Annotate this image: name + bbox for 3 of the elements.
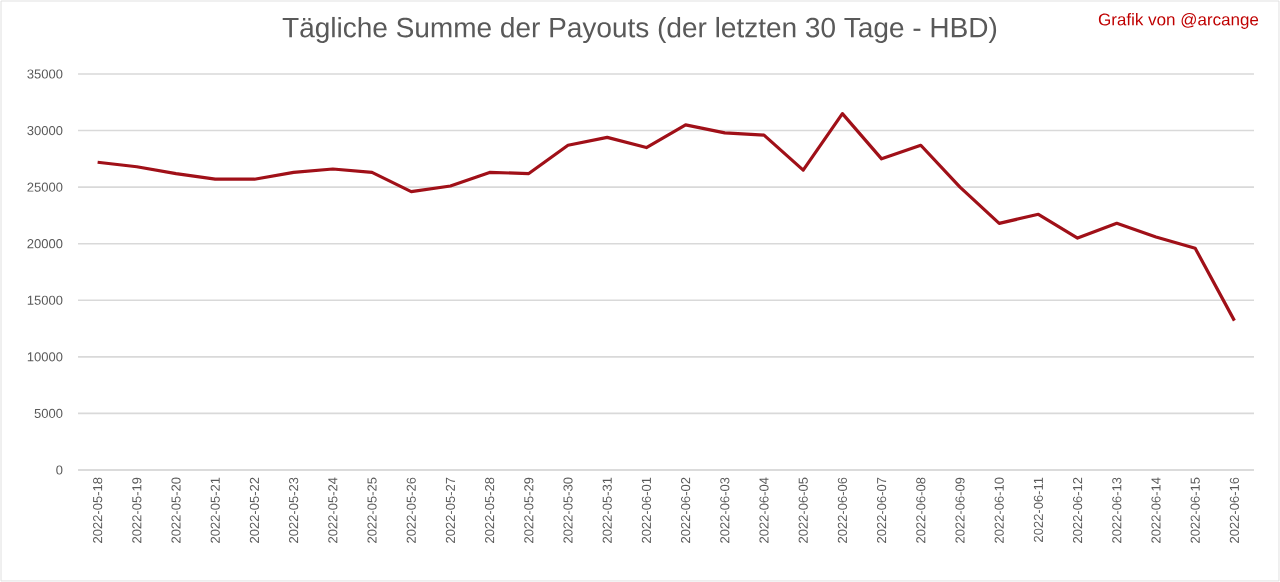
line-series <box>96 111 1236 323</box>
text: Grafik von @arcange <box>1098 13 1259 29</box>
chart-title: Tägliche Summe der Payouts (der letzten 30 Tage - HBD) <box>282 16 997 44</box>
